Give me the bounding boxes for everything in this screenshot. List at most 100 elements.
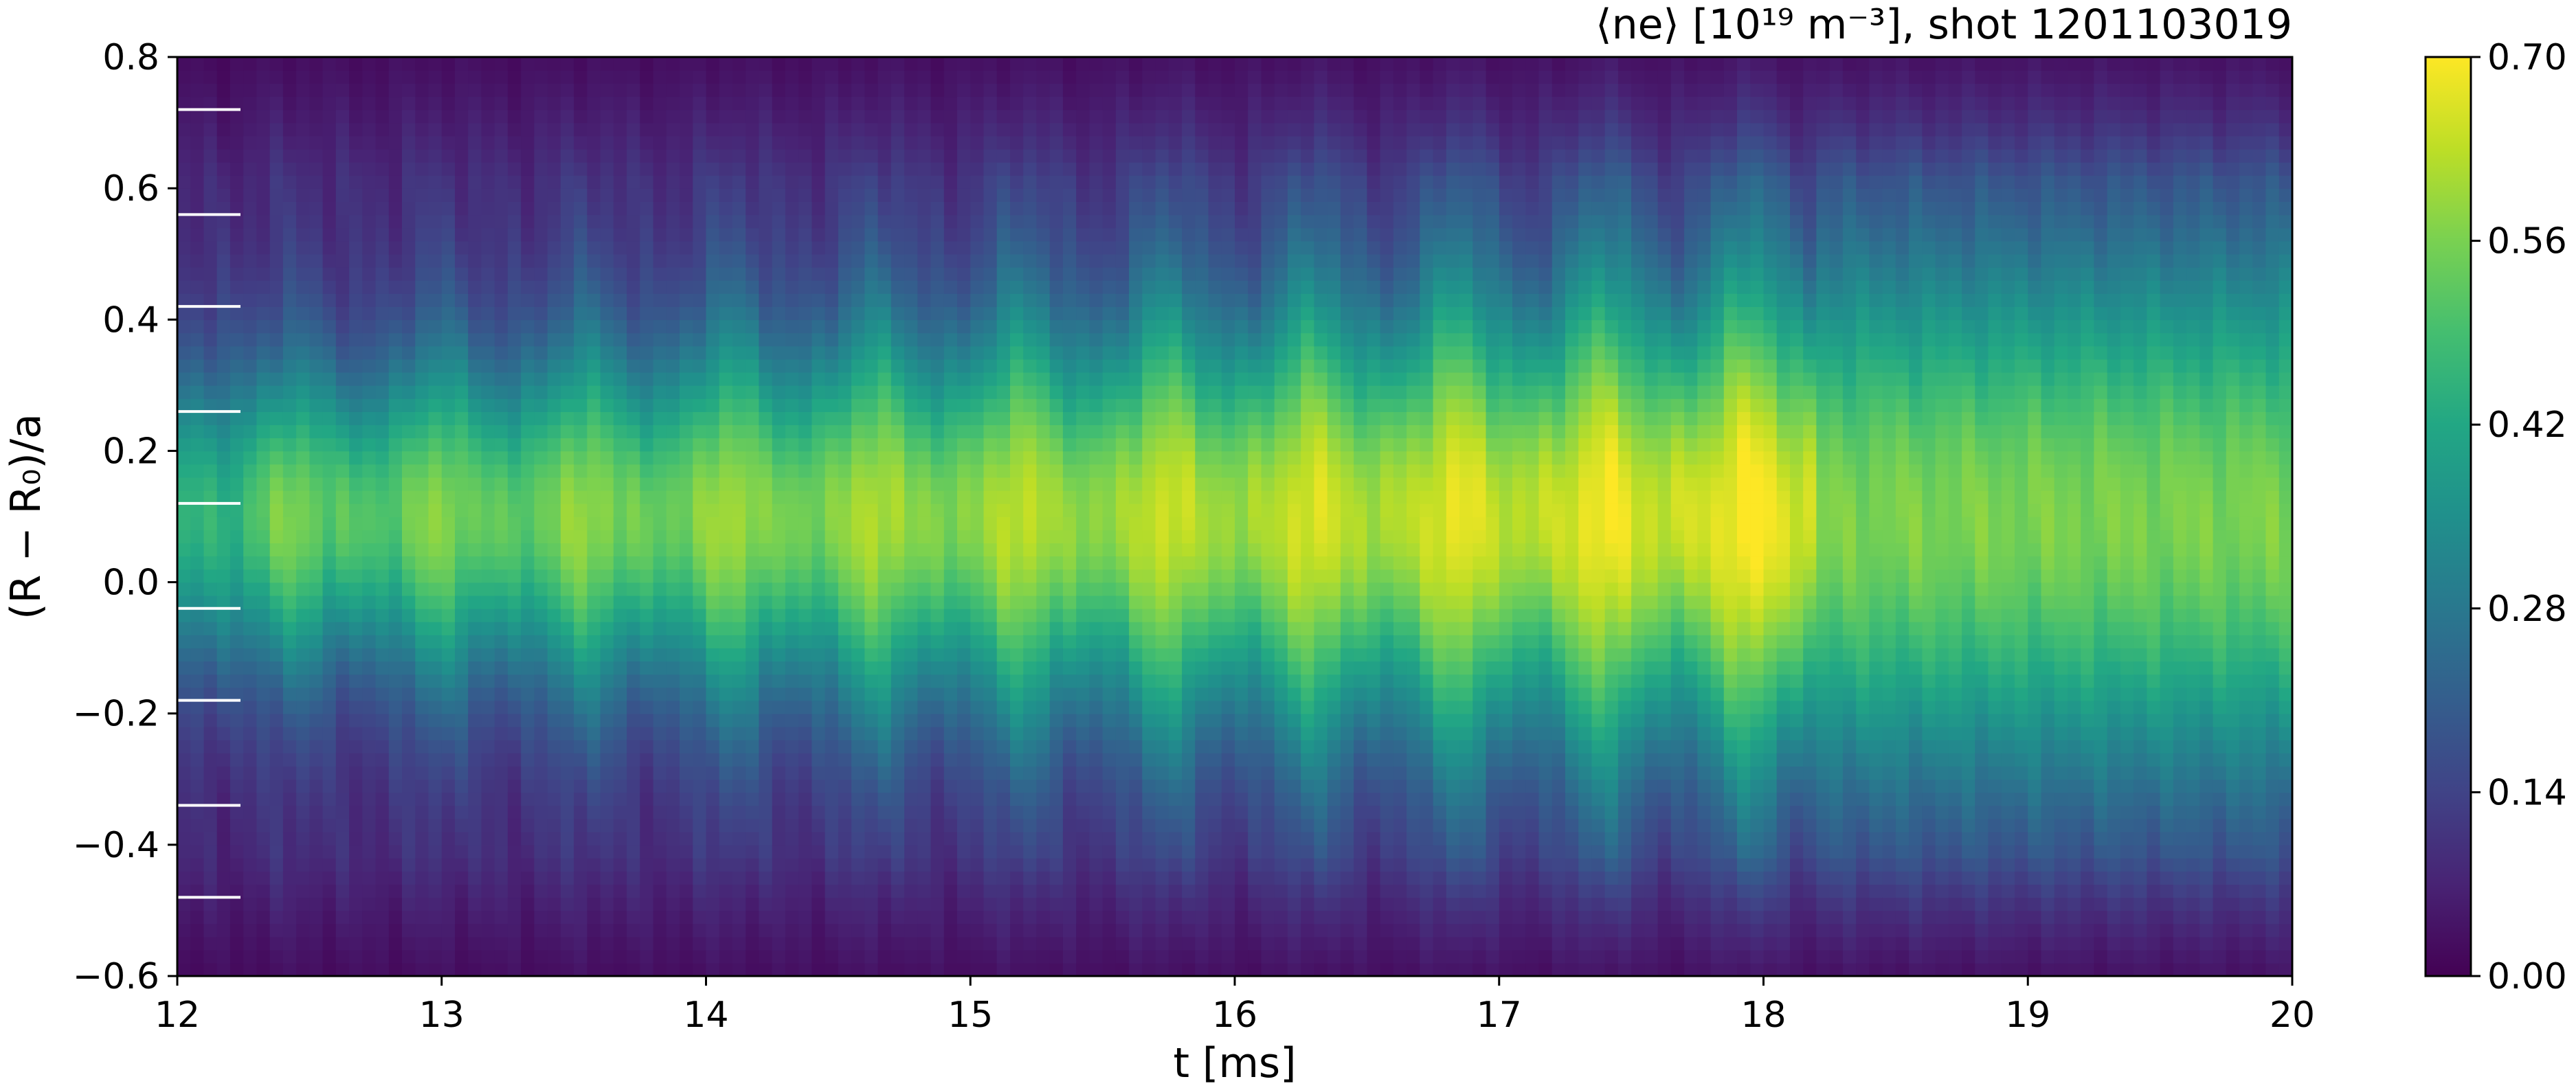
- heatmap-cell: [798, 96, 813, 111]
- heatmap-cell: [587, 175, 601, 189]
- heatmap-cell: [746, 739, 760, 753]
- heatmap-cell: [930, 635, 945, 648]
- heatmap-cell: [1023, 161, 1038, 176]
- heatmap-cell: [811, 923, 826, 938]
- heatmap-cell: [1010, 438, 1024, 452]
- heatmap-cell: [362, 398, 377, 412]
- heatmap-cell: [402, 608, 416, 622]
- heatmap-cell: [269, 267, 284, 281]
- heatmap-cell: [719, 582, 733, 596]
- heatmap-cell: [811, 372, 826, 386]
- heatmap-cell: [904, 674, 919, 688]
- heatmap-cell: [574, 543, 588, 557]
- heatmap-cell: [1036, 858, 1051, 872]
- heatmap-cell: [1102, 161, 1117, 176]
- heatmap-cell: [243, 779, 258, 793]
- heatmap-cell: [983, 582, 998, 596]
- heatmap-cell: [1076, 227, 1090, 242]
- heatmap-cell: [547, 753, 561, 767]
- heatmap-cell: [468, 674, 482, 688]
- heatmap-cell: [917, 148, 932, 163]
- heatmap-cell: [943, 936, 958, 951]
- heatmap-cell: [428, 582, 443, 596]
- heatmap-cell: [256, 713, 271, 727]
- heatmap-cell: [574, 936, 588, 951]
- heatmap-cell: [1089, 424, 1104, 439]
- heatmap-cell: [455, 726, 469, 740]
- heatmap-cell: [560, 306, 574, 321]
- heatmap-cell: [375, 148, 390, 163]
- heatmap-cell: [534, 674, 548, 688]
- heatmap-cell: [322, 319, 337, 334]
- heatmap-cell: [719, 148, 733, 163]
- heatmap-cell: [428, 858, 443, 872]
- heatmap-cell: [547, 923, 561, 938]
- heatmap-cell: [653, 359, 667, 373]
- heatmap-cell: [1036, 805, 1051, 819]
- heatmap-cell: [534, 385, 548, 399]
- heatmap-cell: [1089, 805, 1104, 819]
- heatmap-cell: [256, 700, 271, 714]
- heatmap-cell: [627, 345, 641, 360]
- heatmap-cell: [996, 936, 1011, 951]
- heatmap-cell: [600, 438, 614, 452]
- heatmap-cell: [772, 345, 786, 360]
- heatmap-cell: [375, 569, 390, 583]
- heatmap-cell: [1036, 503, 1051, 517]
- heatmap-cell: [983, 595, 998, 609]
- heatmap-cell: [521, 517, 535, 530]
- heatmap-cell: [1036, 464, 1051, 478]
- heatmap-cell: [349, 293, 363, 307]
- heatmap-cell: [256, 805, 271, 819]
- heatmap-cell: [600, 451, 614, 465]
- heatmap-cell: [229, 411, 244, 425]
- heatmap-cell: [216, 661, 231, 675]
- heatmap-cell: [600, 766, 614, 780]
- heatmap-cell: [441, 398, 456, 412]
- heatmap-cell: [613, 188, 627, 202]
- heatmap-cell: [1010, 726, 1024, 740]
- heatmap-cell: [428, 726, 443, 740]
- heatmap-cell: [1102, 424, 1117, 439]
- heatmap-cell: [693, 332, 707, 347]
- heatmap-cell: [891, 148, 905, 163]
- heatmap-cell: [362, 214, 377, 229]
- heatmap-cell: [732, 779, 746, 793]
- heatmap-cell: [1062, 635, 1077, 648]
- heatmap-cell: [468, 267, 482, 281]
- heatmap-cell: [746, 477, 760, 491]
- heatmap-cell: [970, 267, 985, 281]
- heatmap-cell: [335, 831, 350, 846]
- heatmap-cell: [375, 267, 390, 281]
- heatmap-cell: [1062, 753, 1077, 767]
- heatmap-cell: [362, 792, 377, 806]
- heatmap-cell: [891, 83, 905, 98]
- heatmap-cell: [706, 161, 720, 176]
- heatmap-cell: [825, 319, 839, 334]
- heatmap-cell: [243, 359, 258, 373]
- heatmap-cell: [930, 674, 945, 688]
- heatmap-cell: [640, 805, 654, 819]
- heatmap-cell: [666, 687, 680, 701]
- heatmap-cell: [864, 359, 879, 373]
- heatmap-cell: [719, 227, 733, 242]
- heatmap-cell: [428, 556, 443, 570]
- heatmap-cell: [943, 161, 958, 176]
- heatmap-cell: [706, 96, 720, 111]
- heatmap-cell: [335, 161, 350, 176]
- heatmap-cell: [455, 858, 469, 872]
- heatmap-cell: [1023, 595, 1038, 609]
- heatmap-cell: [216, 674, 231, 688]
- heatmap-cell: [375, 910, 390, 925]
- heatmap-cell: [666, 792, 680, 806]
- heatmap-cell: [388, 464, 403, 478]
- heatmap-cell: [481, 661, 495, 675]
- heatmap-cell: [759, 96, 773, 111]
- heatmap-cell: [732, 332, 746, 347]
- heatmap-cell: [693, 648, 707, 661]
- heatmap-cell: [177, 96, 191, 111]
- heatmap-cell: [177, 530, 191, 543]
- heatmap-cell: [1010, 451, 1024, 465]
- heatmap-cell: [759, 57, 773, 71]
- heatmap-cell: [825, 293, 839, 307]
